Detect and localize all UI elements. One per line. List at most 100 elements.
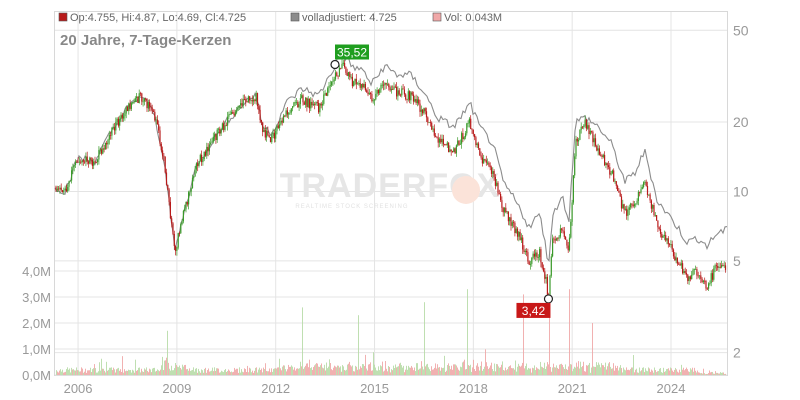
candle-body — [575, 138, 577, 157]
volume-bar — [545, 368, 546, 375]
volume-bar — [153, 367, 154, 375]
volume-bar — [724, 374, 725, 375]
volume-bar — [647, 371, 648, 375]
candle-body — [232, 111, 234, 114]
candle-body — [611, 170, 613, 174]
volume-bar — [85, 368, 86, 375]
candle-body — [685, 272, 688, 275]
candle-body — [503, 207, 506, 213]
candle-body — [704, 280, 706, 282]
volume-bar — [388, 365, 389, 375]
candle-body — [201, 154, 203, 163]
volume-bar — [680, 372, 681, 375]
x-tick-label: 2018 — [459, 381, 488, 396]
candle-body — [242, 99, 244, 106]
volume-bar — [147, 371, 148, 375]
candle-body — [466, 123, 468, 134]
volume-bar — [250, 368, 251, 375]
candle-body — [350, 76, 352, 78]
candle-body — [76, 161, 78, 163]
volume-bar — [689, 371, 690, 375]
volume-bar — [376, 370, 377, 375]
candle-body — [472, 130, 474, 135]
candle-body — [99, 149, 101, 151]
candle-body — [347, 72, 350, 76]
volume-bar — [662, 372, 663, 375]
volume-bar — [506, 370, 507, 375]
candle-body — [691, 274, 693, 280]
candle-body — [501, 200, 503, 208]
volume-bar — [480, 365, 481, 375]
volume-bar — [469, 365, 470, 375]
volume-bar — [273, 368, 274, 375]
volume-bar — [682, 369, 683, 375]
volume-bar — [96, 372, 97, 375]
volume-bar — [496, 363, 497, 375]
volume-bar — [595, 366, 596, 375]
volume-bar — [491, 362, 492, 375]
candle-body — [522, 237, 524, 250]
candle-body — [262, 122, 264, 132]
candle-body — [537, 257, 539, 258]
candle-body — [717, 265, 719, 268]
volume-bar — [209, 371, 210, 375]
candle-body — [549, 275, 551, 299]
volume-bar — [531, 372, 532, 375]
volume-bar — [346, 369, 347, 375]
volume-bar — [129, 370, 130, 375]
volume-bar — [714, 373, 715, 375]
candle-body — [584, 119, 586, 126]
candle-body — [545, 276, 547, 279]
candle-body — [493, 171, 495, 177]
volume-bar — [251, 372, 252, 375]
candle-body — [84, 161, 86, 163]
candle-body — [89, 157, 91, 164]
candle-body — [160, 143, 162, 151]
volume-bar — [717, 372, 718, 375]
volume-bar — [179, 365, 180, 375]
volume-bar — [76, 367, 77, 375]
candle-body — [614, 181, 616, 182]
candle-body — [119, 119, 121, 126]
candle-body — [151, 107, 153, 111]
candle-body — [652, 204, 654, 209]
candle-body — [646, 185, 649, 195]
volume-bar — [367, 370, 368, 375]
candle-body — [706, 288, 708, 290]
volume-bar — [324, 364, 325, 375]
candle-body — [306, 97, 308, 108]
candle-body — [128, 103, 130, 112]
price-tick-label: 2 — [733, 345, 741, 361]
volume-bar — [143, 372, 144, 375]
candle-body — [243, 99, 246, 100]
volume-bar — [436, 368, 437, 375]
volume-bar — [349, 361, 350, 375]
volume-bar — [606, 369, 607, 375]
volume-bar — [117, 368, 118, 375]
candle-body — [69, 180, 71, 182]
volume-bar — [146, 367, 147, 375]
candle-body — [399, 94, 402, 96]
volume-bar — [573, 368, 574, 375]
volume-bar — [715, 371, 716, 375]
volume-bar — [255, 367, 256, 375]
volume-bar — [483, 368, 484, 375]
candle-body — [386, 83, 389, 85]
volume-bar — [597, 365, 598, 375]
candle-body — [353, 81, 355, 87]
volume-bar — [579, 368, 580, 375]
candle-body — [90, 157, 92, 160]
x-tick-label: 2024 — [657, 381, 686, 396]
volume-bar — [84, 371, 85, 375]
volume-bar — [466, 368, 467, 375]
volume-bar — [567, 369, 568, 375]
candle-body — [320, 103, 322, 106]
volume-bar — [577, 366, 578, 375]
volume-bar — [210, 371, 211, 375]
candle-body — [591, 130, 593, 132]
volume-bar — [223, 372, 224, 375]
watermark-logo — [452, 176, 480, 204]
volume-bar — [298, 368, 299, 375]
candle-body — [60, 187, 62, 191]
volume-bar — [413, 370, 414, 375]
